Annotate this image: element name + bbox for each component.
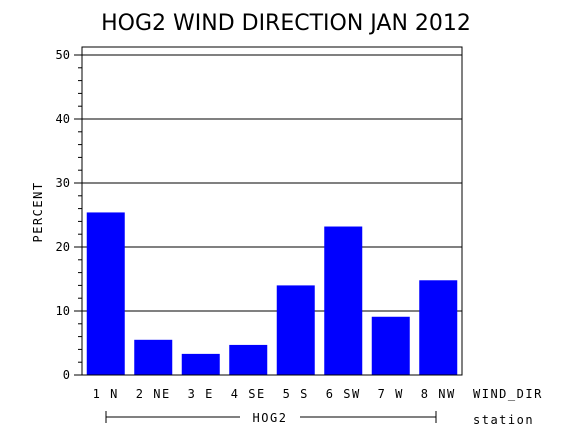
bars: [86, 212, 458, 375]
x-tick-label: 7 W: [378, 387, 404, 401]
y-tick-label: 30: [56, 176, 70, 190]
bar: [371, 316, 410, 375]
x-tick-label: 2 NE: [136, 387, 171, 401]
bar: [324, 226, 363, 375]
x-tick-label: 6 SW: [326, 387, 361, 401]
group-bracket: [105, 411, 437, 423]
bar: [276, 285, 315, 375]
chart-title: HOG2 WIND DIRECTION JAN 2012: [101, 11, 471, 36]
x-tick-label: 8 NW: [421, 387, 456, 401]
x-tick-label: 5 S: [283, 387, 309, 401]
x-axis-label: WIND_DIR: [473, 387, 543, 401]
group-label: HOG2: [253, 411, 288, 425]
bar: [229, 344, 268, 375]
y-axis-ticks: 0 10 20 30 40 50: [56, 48, 82, 382]
bar: [181, 353, 220, 375]
bar: [419, 280, 458, 375]
plot-frame: [81, 46, 463, 376]
y-tick-label: 20: [56, 240, 70, 254]
gridlines: [82, 54, 462, 312]
group-axis-label: station: [473, 413, 534, 427]
y-tick-label: 0: [63, 368, 70, 382]
x-tick-label: 4 SE: [231, 387, 266, 401]
y-tick-label: 10: [56, 304, 70, 318]
y-tick-label: 50: [56, 48, 70, 62]
x-tick-label: 1 N: [93, 387, 119, 401]
x-tick-label: 3 E: [188, 387, 214, 401]
bar: [86, 212, 125, 375]
y-tick-label: 40: [56, 112, 70, 126]
x-axis-ticks: 1 N 2 NE 3 E 4 SE 5 S 6 SW 7 W 8 NW: [93, 387, 456, 401]
bar: [134, 339, 173, 375]
y-axis-label: PERCENT: [31, 181, 45, 242]
